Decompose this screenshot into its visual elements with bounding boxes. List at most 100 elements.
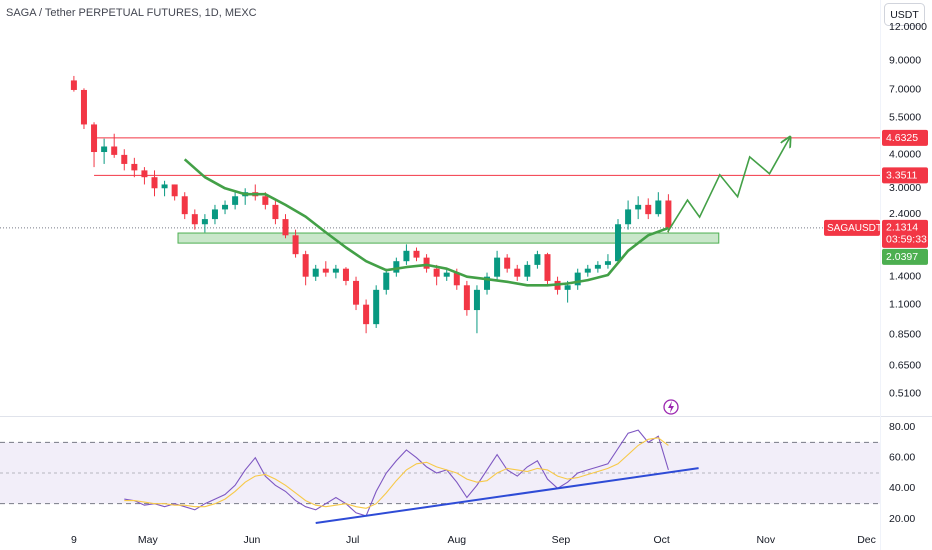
zone-tag-label: 2.0397 [886, 251, 918, 263]
candle-body [524, 264, 531, 277]
candle-body [222, 204, 229, 210]
candle-body [373, 289, 380, 325]
x-tick-label: Jul [346, 534, 359, 546]
candle-body [433, 268, 440, 277]
support-zone [177, 232, 720, 244]
candle-body [393, 261, 400, 273]
price-tag [882, 219, 928, 248]
rsi-tick-label: 60.00 [889, 451, 915, 463]
x-tick-label: Aug [447, 534, 466, 546]
y-tick-label: 3.0000 [889, 182, 921, 194]
candle-body [473, 289, 480, 311]
rsi-tick-label: 40.00 [889, 482, 915, 494]
candle-body [604, 261, 611, 265]
countdown-label: 03:59:33 [886, 234, 927, 246]
symbol-tag-label: SAGAUSDT.P [827, 223, 891, 234]
rsi-line [124, 437, 669, 509]
candle-body [211, 209, 218, 220]
candle-body [594, 264, 601, 269]
symbol-tag [824, 219, 880, 236]
y-tick-label: 1.1000 [889, 298, 921, 310]
candle-body [484, 276, 491, 290]
candle-body [383, 272, 390, 290]
level-tag [882, 167, 928, 184]
y-tick-label: 12.0000 [889, 21, 927, 33]
candle-body [403, 250, 410, 262]
level-tag-label: 3.3511 [886, 170, 917, 182]
candle-body [131, 163, 138, 171]
level-tag [882, 129, 928, 146]
x-tick-label: Dec [857, 534, 876, 546]
rsi-tick-label: 80.00 [889, 421, 915, 433]
rsi-line [124, 429, 669, 517]
candle-body [111, 146, 118, 155]
candle-body [101, 146, 108, 153]
candle-body [655, 200, 662, 215]
alert-icon[interactable] [663, 399, 679, 415]
candle-body [201, 219, 208, 225]
candle-body [262, 196, 269, 205]
chart-title: SAGA / Tether PERPETUAL FUTURES, 1D, MEX… [6, 7, 257, 19]
zone-tag [882, 248, 928, 265]
projection-arrow [667, 138, 790, 233]
x-tick-label: 9 [71, 534, 77, 546]
candle-body [191, 214, 198, 225]
candle-body [635, 204, 642, 210]
rsi-tick-label: 20.00 [889, 513, 915, 525]
candle-body [322, 268, 329, 273]
candle-body [332, 268, 339, 273]
candle-body [171, 184, 178, 197]
candle-body [514, 268, 521, 277]
y-tick-label: 9.0000 [889, 55, 921, 67]
y-tick-label: 0.5100 [889, 388, 921, 400]
x-tick-label: Jun [243, 534, 260, 546]
y-tick-label: 4.0000 [889, 149, 921, 161]
candle-body [665, 200, 672, 228]
candle-body [584, 268, 591, 273]
candle-body [544, 254, 551, 281]
candle-body [494, 257, 501, 277]
candle-body [161, 184, 168, 189]
candle-body [645, 204, 652, 215]
candle-body [615, 224, 622, 262]
x-tick-label: May [138, 534, 159, 546]
x-tick-label: Sep [552, 534, 571, 546]
candle-body [564, 285, 571, 290]
rsi-trendline [315, 467, 699, 524]
candle-body [463, 285, 470, 311]
level-tag-label: 4.6325 [886, 132, 918, 144]
candle-body [423, 257, 430, 269]
y-tick-label: 7.0000 [889, 84, 921, 96]
candle-body [282, 219, 289, 236]
y-tick-label: 1.4000 [889, 270, 921, 282]
candle-body [342, 268, 349, 281]
candle-body [80, 89, 87, 125]
price-tag-label: 2.1314 [886, 222, 918, 234]
candle-body [121, 154, 128, 164]
candle-body [181, 196, 188, 215]
candle-body [534, 254, 541, 265]
candle-body [353, 280, 360, 305]
candle-body [625, 209, 632, 225]
candle-body [504, 257, 511, 269]
candle-body [151, 177, 158, 189]
y-tick-label: 0.6500 [889, 359, 921, 371]
x-tick-label: Oct [654, 534, 670, 546]
y-tick-label: 5.5000 [889, 112, 921, 124]
candle-body [363, 304, 370, 325]
x-tick-label: Nov [756, 534, 775, 546]
currency-button[interactable] [884, 3, 925, 26]
candle-body [574, 272, 581, 286]
candle-body [272, 204, 279, 220]
candle-body [91, 124, 98, 153]
candle-body [443, 272, 450, 277]
candle-body [302, 254, 309, 277]
candle-body [292, 235, 299, 255]
y-tick-label: 0.8500 [889, 328, 921, 340]
candle-body [70, 80, 77, 90]
candle-body [141, 170, 148, 178]
moving-average [183, 158, 669, 287]
candle-body [312, 268, 319, 277]
candle-body [413, 250, 420, 258]
currency-button-label[interactable]: USDT [890, 9, 919, 21]
